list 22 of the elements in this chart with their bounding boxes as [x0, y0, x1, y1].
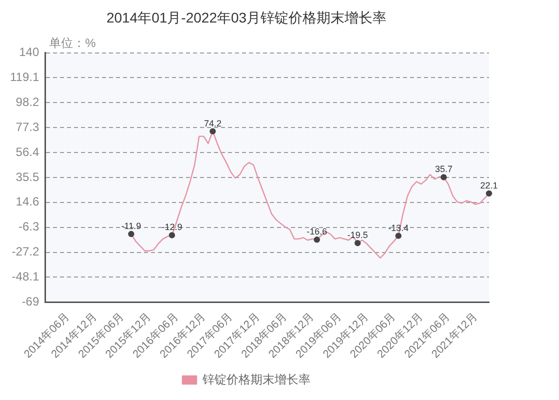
y-tick-label: -6.3	[18, 220, 40, 234]
data-label: 35.7	[434, 164, 452, 174]
data-label: 22.1	[480, 180, 498, 190]
y-tick-label: 140	[19, 45, 40, 60]
chart-title: 2014年01月-2022年03月锌锭价格期末增长率	[106, 9, 387, 26]
y-tick-label: 14.6	[16, 194, 40, 209]
data-label: 74.2	[204, 118, 222, 128]
data-label: -11.9	[121, 221, 142, 232]
y-tick-label: 98.2	[16, 94, 40, 109]
y-tick-label: -48.1	[12, 270, 40, 284]
data-label: -12.9	[162, 222, 182, 232]
y-tick-label: 35.5	[16, 170, 40, 184]
data-label: -16.6	[306, 226, 328, 237]
y-tick-label: 56.4	[16, 144, 40, 159]
y-tick-label: 77.3	[16, 120, 40, 134]
text: 单位：%	[49, 36, 96, 50]
y-tick-label: 119.1	[10, 70, 40, 84]
data-label: -13.4	[388, 222, 409, 233]
data-label: -19.5	[347, 230, 368, 240]
legend-label: 锌锭价格期末增长率	[202, 372, 310, 386]
y-tick-label: -69	[22, 294, 40, 308]
y-tick-label: -27.2	[12, 244, 40, 259]
